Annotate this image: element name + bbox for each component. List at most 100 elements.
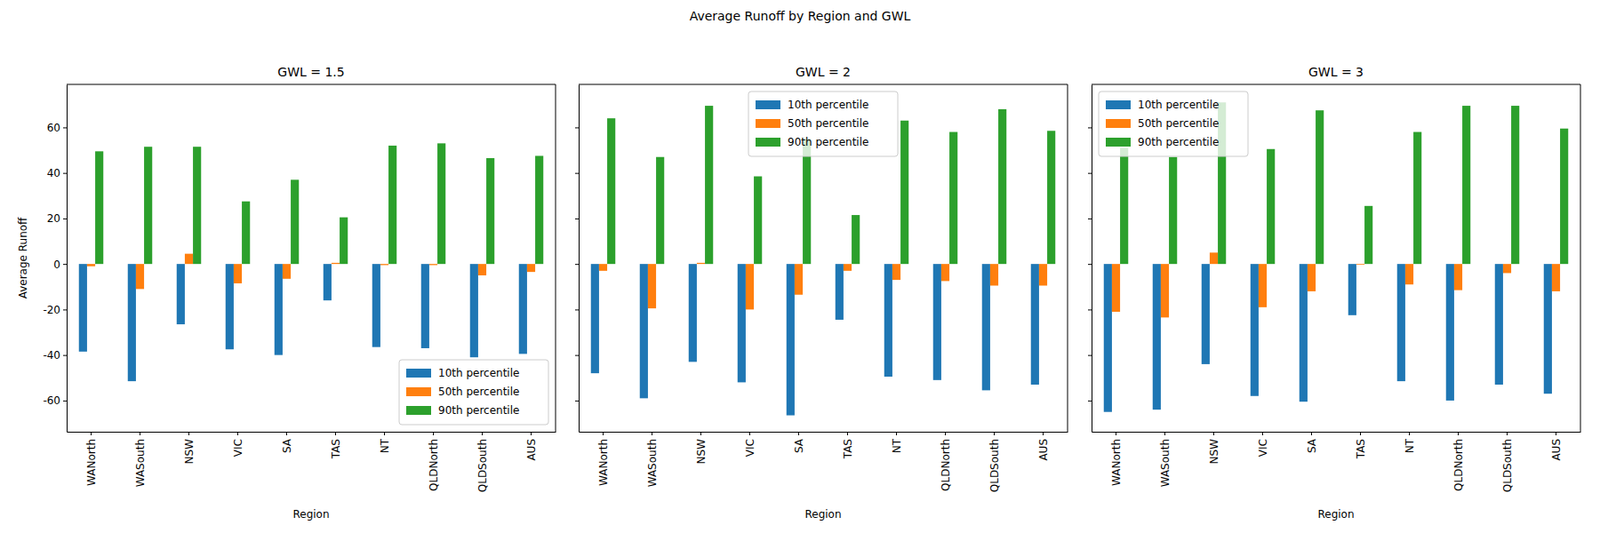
- bar: [527, 264, 536, 272]
- x-tick: AUS: [1037, 432, 1050, 462]
- x-tick-label: QLDNorth: [1452, 439, 1465, 492]
- legend-swatch: [406, 368, 432, 378]
- bar: [802, 138, 811, 264]
- x-tick-label: NSW: [695, 439, 708, 465]
- y-tick-mark: [575, 173, 579, 175]
- bar: [851, 215, 860, 264]
- y-tick: 60: [47, 121, 67, 135]
- bar: [745, 264, 754, 310]
- bar: [1112, 264, 1120, 312]
- bar: [737, 264, 746, 383]
- bar: [900, 120, 909, 264]
- bar: [233, 264, 242, 284]
- x-tick-label: SA: [792, 438, 806, 454]
- bar: [1047, 130, 1056, 264]
- frame-right: [555, 84, 557, 432]
- y-tick: [575, 355, 579, 357]
- y-tick: [575, 127, 579, 128]
- x-tick-label: NT: [1403, 438, 1416, 454]
- x-tick-mark: [530, 432, 532, 436]
- bar: [535, 155, 544, 264]
- x-axis-title: Region: [292, 508, 329, 521]
- y-tick: [1088, 127, 1092, 128]
- bar: [941, 264, 950, 281]
- bar: [656, 157, 664, 264]
- frame-top: [578, 84, 1068, 86]
- legend-label: 10th percentile: [438, 367, 520, 380]
- bar: [388, 145, 397, 264]
- y-tick-mark: [575, 400, 579, 402]
- x-tick-mark: [651, 432, 653, 436]
- y-tick-label: 20: [47, 212, 61, 225]
- x-axis-title: Region: [804, 508, 841, 521]
- x-tick-label: TAS: [329, 439, 343, 460]
- y-tick-mark: [63, 355, 67, 357]
- y-tick-mark: [575, 355, 579, 357]
- x-tick-label: QLDSouth: [988, 439, 1001, 493]
- x-tick-mark: [1042, 432, 1044, 436]
- x-tick: NSW: [183, 432, 196, 464]
- bar: [192, 146, 201, 264]
- bar: [892, 264, 901, 280]
- bar: [323, 264, 332, 301]
- bar: [128, 264, 136, 382]
- y-tick-label: 60: [47, 121, 61, 135]
- x-tick-label: VIC: [232, 439, 245, 457]
- panel: WANorthWASouthNSWVICSATASNTQLDNorthQLDSo…: [575, 64, 1069, 521]
- x-tick: QLDNorth: [427, 432, 440, 492]
- y-tick: [1088, 264, 1092, 265]
- x-tick-mark: [1115, 432, 1117, 436]
- x-tick-mark: [90, 432, 92, 436]
- bar: [1397, 264, 1406, 382]
- x-tick-label: VIC: [744, 439, 757, 457]
- y-tick: [1088, 173, 1092, 175]
- bar: [290, 179, 299, 264]
- x-tick: WASouth: [1159, 432, 1172, 488]
- x-tick: NT: [890, 432, 904, 454]
- y-tick-mark: [63, 127, 67, 128]
- bar: [933, 264, 942, 381]
- x-tick: NSW: [1208, 432, 1221, 464]
- bar: [339, 217, 348, 265]
- bar: [1039, 264, 1048, 286]
- x-tick-mark: [139, 432, 141, 436]
- x-tick-label: QLDSouth: [1501, 439, 1514, 493]
- x-tick-mark: [602, 432, 604, 436]
- y-axis-line: [1091, 85, 1093, 433]
- bar: [421, 264, 430, 349]
- x-tick: VIC: [232, 432, 245, 457]
- bar: [704, 105, 713, 264]
- bar: [1446, 264, 1455, 401]
- legend-label: 10th percentile: [787, 98, 869, 112]
- y-tick: [1088, 309, 1092, 311]
- y-tick: [575, 173, 579, 175]
- bar: [184, 254, 193, 265]
- y-tick-mark: [575, 309, 579, 311]
- frame-top: [1091, 84, 1581, 86]
- x-tick-mark: [700, 432, 702, 436]
- bar: [1356, 264, 1365, 266]
- legend-box: [399, 360, 549, 425]
- bar: [1348, 264, 1357, 316]
- y-axis-line: [66, 85, 68, 433]
- bar: [470, 264, 479, 358]
- bar: [1031, 264, 1040, 385]
- x-tick: WANorth: [1110, 432, 1123, 487]
- frame-right: [1067, 84, 1069, 432]
- y-tick: [1088, 400, 1092, 402]
- x-tick: SA: [792, 432, 806, 454]
- y-tick-label: -20: [42, 304, 61, 317]
- y-tick-mark: [63, 400, 67, 402]
- bar: [1307, 264, 1316, 292]
- y-tick-mark: [1088, 400, 1092, 402]
- bar: [786, 264, 795, 416]
- y-tick-label: -40: [42, 349, 61, 362]
- y-tick-mark: [1088, 264, 1092, 265]
- y-tick-label: -60: [42, 394, 61, 408]
- bar: [136, 264, 144, 289]
- x-axis-title: Region: [1317, 508, 1354, 521]
- x-tick: NT: [1403, 432, 1416, 454]
- bar: [1266, 149, 1275, 264]
- bar: [1258, 264, 1267, 308]
- x-tick-mark: [384, 432, 385, 436]
